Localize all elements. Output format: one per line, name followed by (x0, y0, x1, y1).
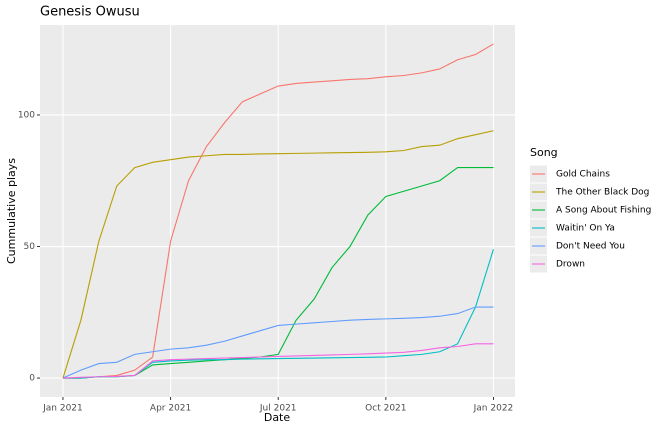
y-tick-label: 100 (18, 110, 35, 120)
series-line (62, 130, 494, 379)
chart-title: Genesis Owusu (40, 5, 140, 20)
y-tick-label: 0 (29, 374, 35, 384)
series-line (62, 306, 494, 379)
x-tick-label: Apr 2021 (150, 404, 191, 414)
series-line (62, 343, 494, 379)
legend-label: Don't Need You (556, 242, 625, 252)
legend-label: Gold Chains (556, 170, 610, 180)
legend-label: Drown (556, 260, 585, 270)
x-tick-label: Jan 2021 (42, 404, 83, 414)
x-tick-label: Jul 2021 (259, 404, 297, 414)
legend-label: The Other Black Dog (555, 188, 649, 198)
x-tick-label: Jan 2022 (473, 404, 514, 414)
x-axis-label: Date (264, 411, 291, 424)
x-tick-label: Oct 2021 (365, 404, 406, 414)
panel (40, 25, 515, 397)
y-axis-label: Cummulative plays (5, 158, 18, 264)
legend-label: A Song About Fishing (556, 206, 651, 216)
y-tick-label: 50 (24, 242, 36, 252)
legend-title: Song (530, 146, 558, 159)
series-line (62, 43, 494, 379)
legend-label: Waitin' On Ya (556, 224, 615, 234)
